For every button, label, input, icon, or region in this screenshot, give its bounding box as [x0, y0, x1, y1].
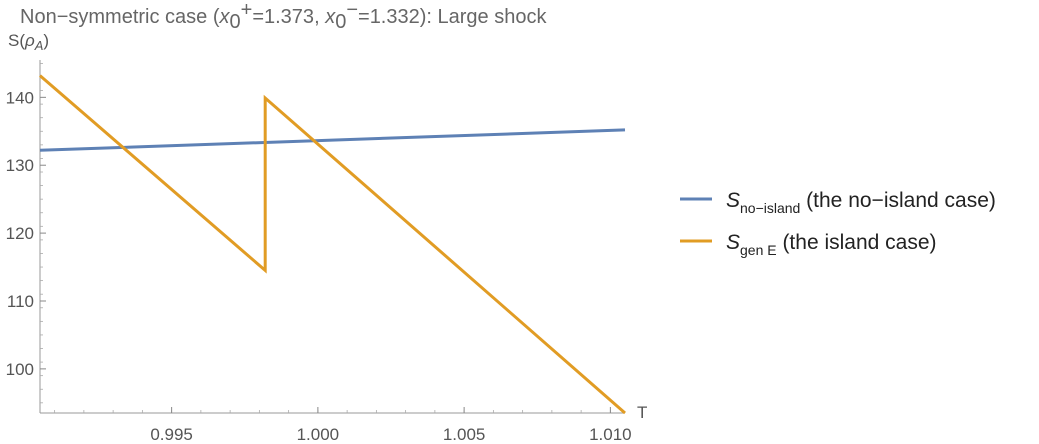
series-line-2 [39, 74, 626, 415]
x-axis-label: T [637, 403, 647, 422]
title-x0-minus-value: 1.332 [370, 6, 420, 28]
x-tick-label: 1.005 [443, 425, 486, 444]
y-tick-label: 110 [7, 292, 34, 311]
title-suffix: ): Large shock [420, 6, 548, 28]
x-tick-label: 1.000 [297, 425, 340, 444]
y-tick-label: 140 [6, 88, 34, 107]
title-x0-plus-value: 1.373 [264, 6, 314, 28]
legend: Sno−island (the no−island case) Sgen E (t… [680, 189, 996, 258]
y-tick-label: 100 [6, 360, 34, 379]
legend-label-2: Sgen E (the island case) [726, 231, 937, 258]
y-tick-label: 130 [6, 156, 34, 175]
series-line-1 [39, 128, 626, 152]
legend-label-1: Sno−island (the no−island case) [726, 189, 996, 216]
series-layer [39, 74, 626, 415]
x-tick-label: 1.010 [589, 425, 632, 444]
title-prefix: Non−symmetric case ( [20, 6, 220, 28]
y-axis-label: S(ρA) [8, 31, 49, 53]
chart-title: Non−symmetric case (x0+=1.373, x0−=1.332… [20, 0, 547, 33]
y-tick-label: 120 [6, 224, 34, 243]
axes: 0.995 1.000 1.005 1.010 100 110 120 130 140 T S(ρA… [6, 31, 648, 444]
x-tick-label: 0.995 [150, 425, 193, 444]
